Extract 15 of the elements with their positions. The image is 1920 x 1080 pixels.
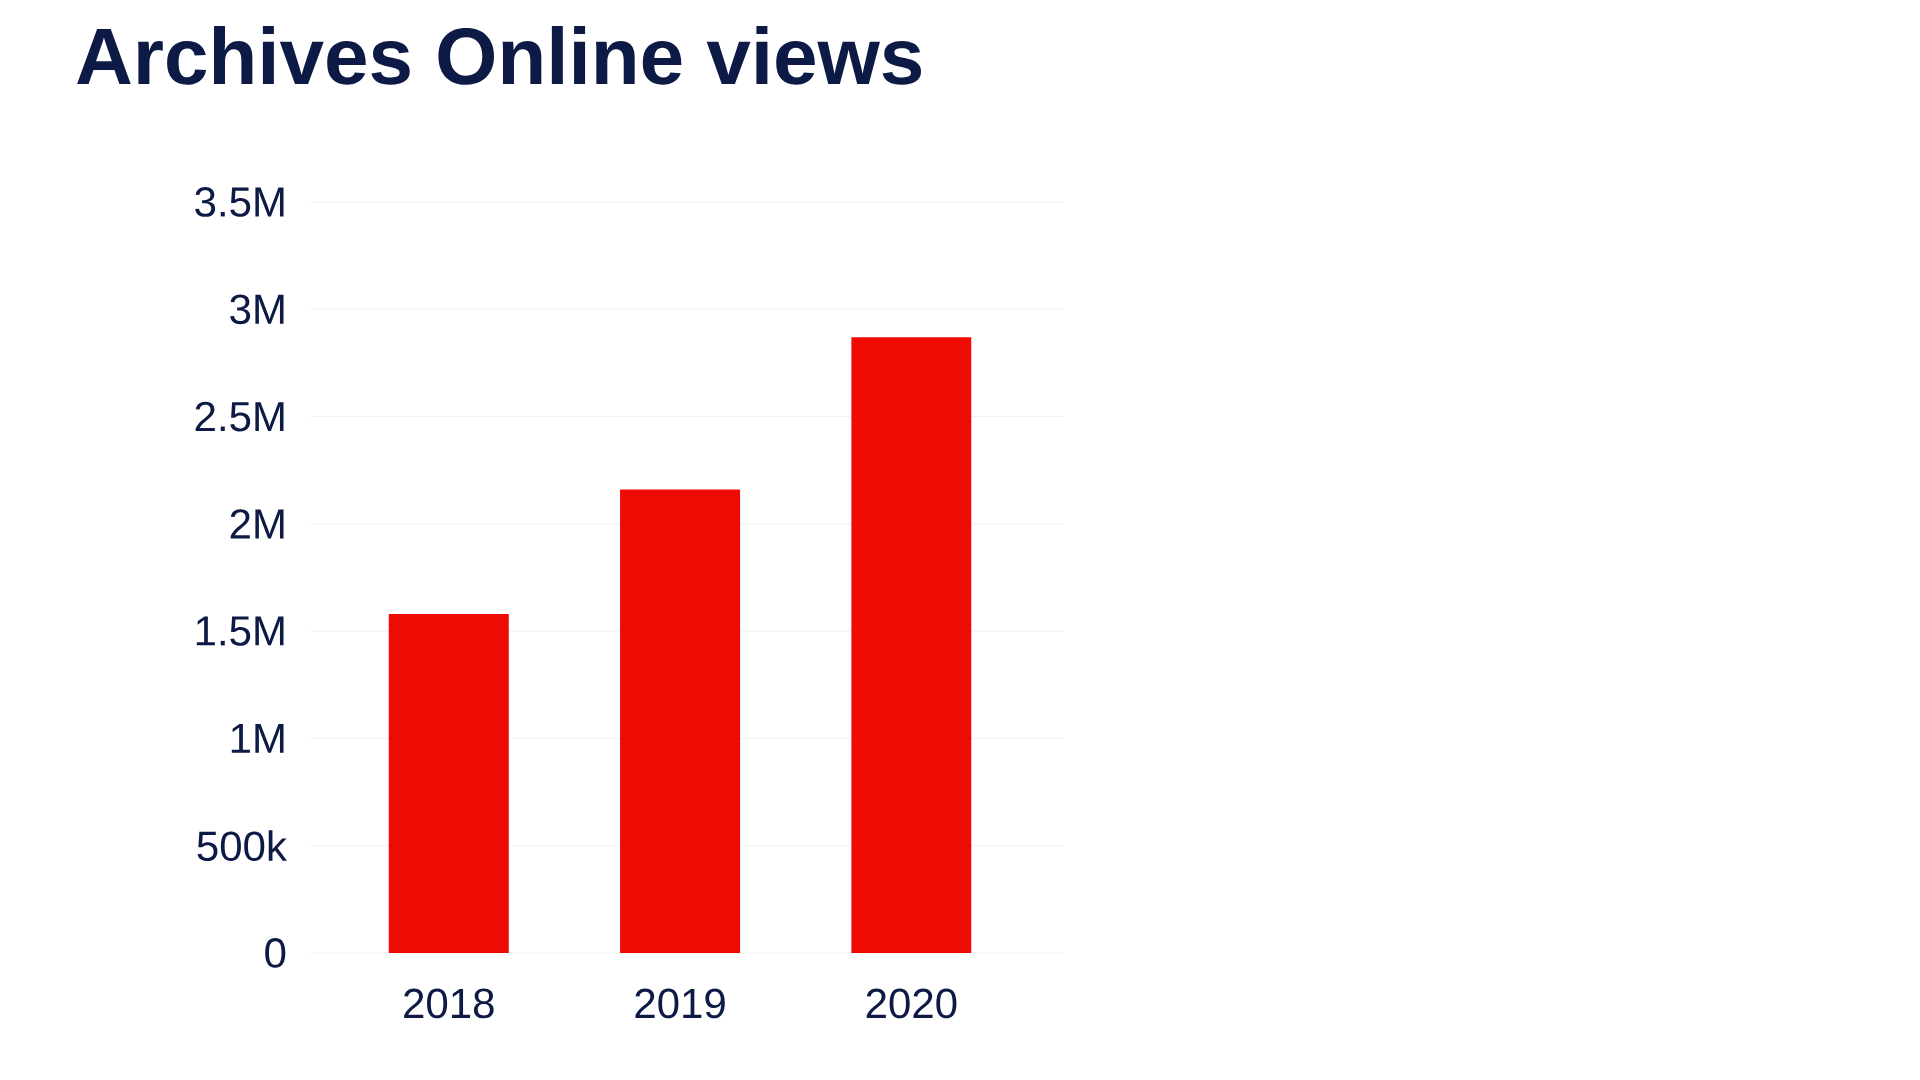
chart-title: Archives Online views [77,26,922,85]
bar [851,337,972,953]
bar [388,613,509,953]
x-tick-label: 2019 [635,988,725,1019]
y-tick-label: 1M [231,723,284,753]
y-tick-label: 500k [197,830,287,862]
y-tick-label: 0 [265,938,286,968]
bar [620,489,741,953]
y-tick-label: 2M [230,509,284,539]
y-tick-label: 3M [230,294,284,325]
y-tick-label: 1.5M [196,616,284,646]
x-tick-label: 2020 [866,988,957,1019]
y-tick-label: 3.5M [195,187,284,217]
x-tick-label: 2018 [404,988,494,1019]
y-tick-label: 2.5M [195,401,284,432]
